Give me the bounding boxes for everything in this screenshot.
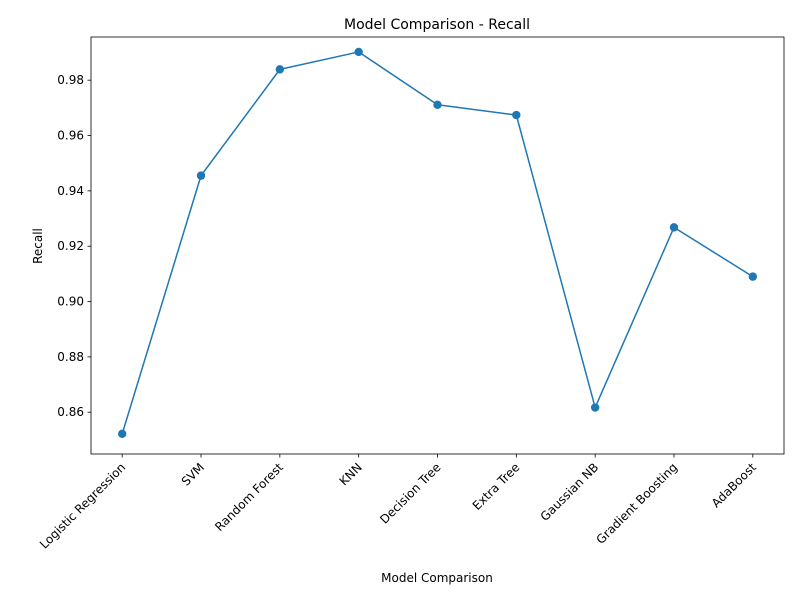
y-tick-label: 0.98: [57, 73, 84, 87]
axes-frame: [90, 36, 785, 455]
data-point: [433, 100, 442, 109]
data-point: [669, 223, 679, 232]
x-tick-label: Gradient Boosting: [593, 460, 680, 547]
x-tick-label: Logistic Regression: [37, 460, 128, 551]
data-point: [196, 171, 206, 180]
data-point: [748, 272, 758, 281]
data-point: [117, 429, 127, 439]
y-axis-label: Recall: [31, 228, 45, 264]
data-point: [512, 110, 521, 120]
data-point: [354, 47, 363, 57]
y-tick-label: 0.90: [57, 295, 84, 309]
y-tick-label: 0.86: [57, 405, 84, 419]
x-tick-label: Extra Tree: [470, 460, 523, 513]
plot-area: 0.86 0.88 0.90 0.92 0.94 0.96 0.98 Logistic Reg…: [37, 36, 785, 552]
data-point: [590, 403, 600, 412]
x-tick-label: SVM: [179, 460, 207, 488]
x-tick-label: AdaBoost: [709, 460, 759, 510]
y-tick-label: 0.96: [57, 129, 84, 143]
chart-title: Model Comparison - Recall: [344, 17, 530, 33]
data-point: [275, 65, 285, 74]
y-tick-label: 0.94: [57, 184, 84, 198]
x-tick-label: Random Forest: [212, 460, 286, 534]
x-tick-label: Gaussian NB: [538, 460, 602, 524]
series-line: [121, 51, 754, 435]
y-tick-label: 0.88: [57, 350, 84, 364]
y-tick-label: 0.92: [57, 239, 84, 253]
x-axis-label: Model Comparison: [381, 571, 493, 585]
x-tick-label: Decision Tree: [377, 460, 443, 526]
x-tick-label: KNN: [337, 460, 365, 488]
